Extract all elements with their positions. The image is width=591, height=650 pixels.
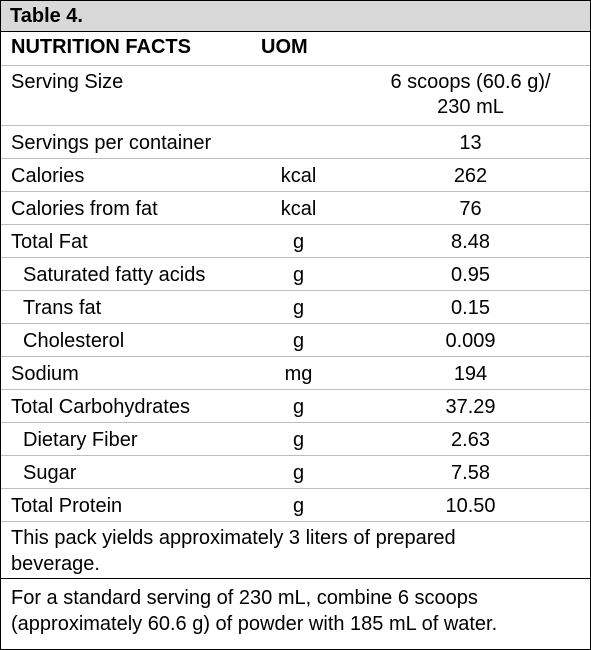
row-uom: g [246,257,351,291]
header-value [351,32,590,66]
row-label: Calories from fat [1,191,246,225]
yield-note-row: This pack yields approximately 3 liters … [1,521,590,578]
table-row-serving-size: Serving Size 6 scoops (60.6 g)/ 230 mL [1,65,590,126]
row-value: 2.63 [351,422,590,456]
yield-note-line2: beverage. [11,553,100,575]
row-label: Trans fat [1,290,246,324]
row-label: Calories [1,158,246,192]
row-value: 13 [351,125,590,159]
row-uom: g [246,323,351,357]
yield-note-line1: This pack yields approximately 3 liters … [11,527,456,549]
row-label: Cholesterol [1,323,246,357]
row-value: 262 [351,158,590,192]
row-label: Saturated fatty acids [1,257,246,291]
row-value: 76 [351,191,590,225]
row-uom: g [246,422,351,456]
row-label: Sodium [1,356,246,390]
row-value: 0.95 [351,257,590,291]
row-label: Sugar [1,455,246,489]
header-row: NUTRITION FACTS UOM [1,32,590,66]
table-row: Total Fat g 8.48 [1,224,590,258]
row-value: 7.58 [351,455,590,489]
row-value: 37.29 [351,389,590,423]
row-uom: g [246,389,351,423]
table-row: Saturated fatty acids g 0.95 [1,257,590,291]
row-label: Servings per container [1,125,246,159]
header-nutrition-facts: NUTRITION FACTS [11,36,191,58]
row-uom: mg [246,356,351,390]
row-uom [246,125,351,159]
yield-note: This pack yields approximately 3 liters … [1,521,590,578]
table-row: Cholesterol g 0.009 [1,323,590,357]
row-uom: g [246,224,351,258]
table-row: Sugar g 7.58 [1,455,590,489]
table-row: Total Carbohydrates g 37.29 [1,389,590,423]
table-row: Trans fat g 0.15 [1,290,590,324]
row-value: 6 scoops (60.6 g)/ 230 mL [351,65,590,126]
row-value: 8.48 [351,224,590,258]
table-row: Sodium mg 194 [1,356,590,390]
table-row: Dietary Fiber g 2.63 [1,422,590,456]
row-uom: kcal [246,191,351,225]
row-uom: g [246,488,351,522]
row-label: Total Protein [1,488,246,522]
row-label: Dietary Fiber [1,422,246,456]
table-row: Servings per container 13 [1,125,590,159]
table-row: Calories kcal 262 [1,158,590,192]
footnote-line1: For a standard serving of 230 mL, combin… [11,586,478,609]
row-value: 0.15 [351,290,590,324]
row-value: 194 [351,356,590,390]
row-uom [246,65,351,126]
footnote-line2: (approximately 60.6 g) of powder with 18… [11,612,498,635]
row-uom: g [246,455,351,489]
header-uom: UOM [261,36,308,58]
row-label: Total Fat [1,224,246,258]
preparation-footnote: For a standard serving of 230 mL, combin… [1,577,590,637]
table-row: Calories from fat kcal 76 [1,191,590,225]
nutrition-facts-grid: NUTRITION FACTS UOM Serving Size 6 scoop… [1,32,590,578]
serving-size-value-line1: 6 scoops (60.6 g)/ [390,71,551,93]
row-label: Total Carbohydrates [1,389,246,423]
row-value: 10.50 [351,488,590,522]
row-uom: kcal [246,158,351,192]
row-value: 0.009 [351,323,590,357]
table-title: Table 4. [1,1,590,32]
serving-size-value-line2: 230 mL [437,96,504,118]
row-label: Serving Size [1,65,246,126]
table-row: Total Protein g 10.50 [1,488,590,522]
row-uom: g [246,290,351,324]
